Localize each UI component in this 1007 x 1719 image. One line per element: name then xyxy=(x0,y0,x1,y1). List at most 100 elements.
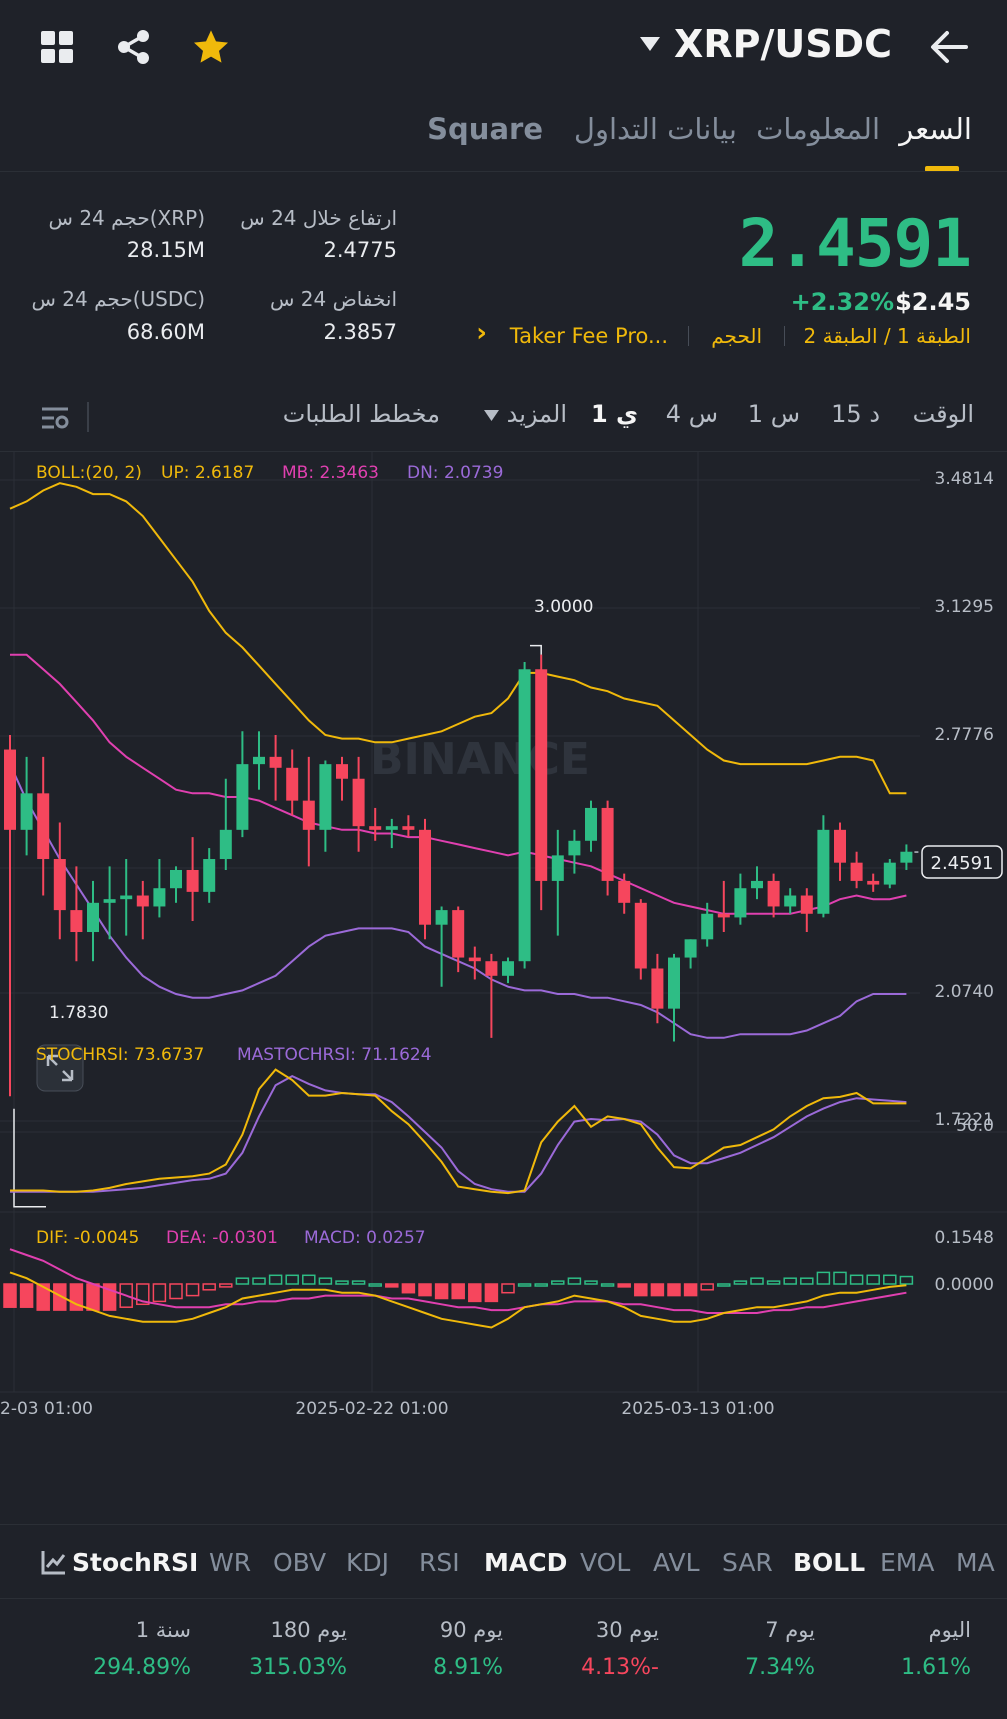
tab-info[interactable]: المعلومات xyxy=(756,112,880,146)
perf-value-1y: 294.89% xyxy=(93,1655,191,1680)
candle-body xyxy=(568,840,581,856)
interval-1d[interactable]: 1 ي xyxy=(590,400,638,428)
macd-bar xyxy=(185,1283,200,1297)
tag-taker-fee[interactable]: Taker Fee Pro... xyxy=(509,324,668,348)
candle-body xyxy=(535,669,548,881)
boll-mb-label: MB: 2.3463 xyxy=(282,463,379,483)
candlestick-chart[interactable]: BINANCE BOLL:(20, 2) UP: 2.6187 MB: 2.34… xyxy=(0,452,1007,1525)
max-price-marker xyxy=(530,644,542,655)
interval-more[interactable]: المزيد xyxy=(506,400,567,428)
indicator-avl[interactable]: AVL xyxy=(653,1548,700,1577)
indicator-boll[interactable]: BOLL xyxy=(793,1548,866,1577)
indicator-wr[interactable]: WR xyxy=(209,1548,252,1577)
boll-middle-line xyxy=(10,653,907,915)
chart-settings-icon[interactable] xyxy=(40,404,70,432)
macd-bar xyxy=(268,1274,283,1285)
candle-body xyxy=(385,826,398,830)
y-tick: 3.1295 xyxy=(935,597,994,617)
perf-label-180d: 180 يوم xyxy=(270,1618,347,1642)
depth-chart-tab[interactable]: مخطط الطلبات xyxy=(282,400,440,428)
indicator-stochrsi[interactable]: StochRSI xyxy=(72,1548,199,1577)
macd-bar xyxy=(551,1280,565,1285)
candle-body xyxy=(468,957,481,962)
expand-chart-icon[interactable] xyxy=(36,1044,84,1092)
binance-watermark: BINANCE xyxy=(370,734,590,785)
macd-bar xyxy=(285,1274,299,1285)
perf-value-7d: 7.34% xyxy=(745,1655,815,1680)
dea-label: DEA: -0.0301 xyxy=(166,1228,278,1248)
perf-label-1y: 1 سنة xyxy=(135,1618,191,1642)
current-price-tag xyxy=(921,845,1003,879)
indicator-rsi[interactable]: RSI xyxy=(419,1548,460,1577)
macd-bar xyxy=(468,1283,482,1303)
candle-body xyxy=(37,793,50,860)
tag-separator xyxy=(688,326,689,346)
macd-bar xyxy=(302,1274,316,1285)
y-tick: 2.7776 xyxy=(935,725,994,745)
fiat-price: $2.45 xyxy=(895,288,971,316)
macd-bar xyxy=(451,1283,465,1300)
indicator-ema[interactable]: EMA xyxy=(880,1548,935,1577)
macd-bar xyxy=(136,1283,150,1306)
dropdown-caret-icon xyxy=(640,37,661,51)
candle-body xyxy=(170,869,182,889)
chart-grid xyxy=(0,452,1007,1393)
tag-volume[interactable]: الحجم xyxy=(711,324,762,348)
candle-body xyxy=(136,895,149,907)
tab-trading-data[interactable]: بيانات التداول xyxy=(573,112,737,146)
candle-body xyxy=(402,826,415,830)
tags-more-icon[interactable]: › xyxy=(476,318,487,348)
macd-bar xyxy=(634,1283,648,1297)
stat-high-label: ارتفاع خلال 24 س xyxy=(240,206,397,230)
star-icon[interactable] xyxy=(188,24,234,70)
toolbar-divider xyxy=(87,402,89,432)
candle-body xyxy=(253,756,265,765)
interval-1h[interactable]: 1 س xyxy=(747,400,800,428)
macd-bar xyxy=(86,1283,100,1311)
macd-bar xyxy=(733,1280,748,1285)
candle-body xyxy=(485,961,498,976)
grid-icon[interactable] xyxy=(34,24,80,70)
candle-body xyxy=(684,939,697,958)
chart-bottom-divider xyxy=(0,1524,1007,1525)
interval-15m[interactable]: 15 د xyxy=(831,400,880,428)
candle-body xyxy=(551,855,564,881)
stochrsi-plot xyxy=(10,1068,907,1195)
price-change: +2.32% xyxy=(790,288,894,316)
candle-body xyxy=(585,807,597,841)
stat-vol-usdc-value: 68.60M xyxy=(126,320,205,344)
candle-body xyxy=(336,764,348,779)
interval-time[interactable]: الوقت xyxy=(912,400,974,428)
interval-4h[interactable]: 4 س xyxy=(665,400,718,428)
candle-body xyxy=(867,880,880,885)
macd-tick: 0.1548 xyxy=(935,1228,994,1248)
y-tick: 3.4814 xyxy=(935,469,994,489)
perf-label-today: اليوم xyxy=(928,1618,971,1642)
indicator-vol[interactable]: VOL xyxy=(580,1548,631,1577)
macd-bar xyxy=(235,1277,250,1285)
pair-title: XRP/USDC xyxy=(674,22,892,66)
candle-body xyxy=(286,767,299,801)
candle-body xyxy=(20,793,33,830)
tab-square[interactable]: Square xyxy=(427,112,543,146)
candle-body xyxy=(302,800,315,830)
indicator-chart-icon[interactable] xyxy=(41,1549,67,1575)
stat-high-value: 2.4775 xyxy=(323,238,397,262)
stochrsi-line xyxy=(10,1068,907,1195)
indicator-macd[interactable]: MACD xyxy=(484,1548,568,1577)
macd-bar xyxy=(600,1283,615,1287)
pair-selector[interactable]: XRP/USDC xyxy=(640,22,892,66)
macd-bar xyxy=(816,1271,831,1285)
tab-price[interactable]: السعر xyxy=(899,112,972,146)
share-icon[interactable] xyxy=(111,24,157,70)
perf-value-30d: 4.13%- xyxy=(581,1655,659,1680)
macd-bar xyxy=(434,1283,449,1300)
tag-layer[interactable]: الطبقة 1 / الطبقة 2 xyxy=(803,324,971,348)
indicator-kdj[interactable]: KDJ xyxy=(346,1548,390,1577)
dif-line xyxy=(9,1271,907,1329)
indicator-obv[interactable]: OBV xyxy=(273,1548,327,1577)
dif-label: DIF: -0.0045 xyxy=(36,1228,139,1248)
indicator-ma[interactable]: MA xyxy=(956,1548,995,1577)
back-arrow-icon[interactable] xyxy=(926,24,972,70)
indicator-sar[interactable]: SAR xyxy=(722,1548,773,1577)
